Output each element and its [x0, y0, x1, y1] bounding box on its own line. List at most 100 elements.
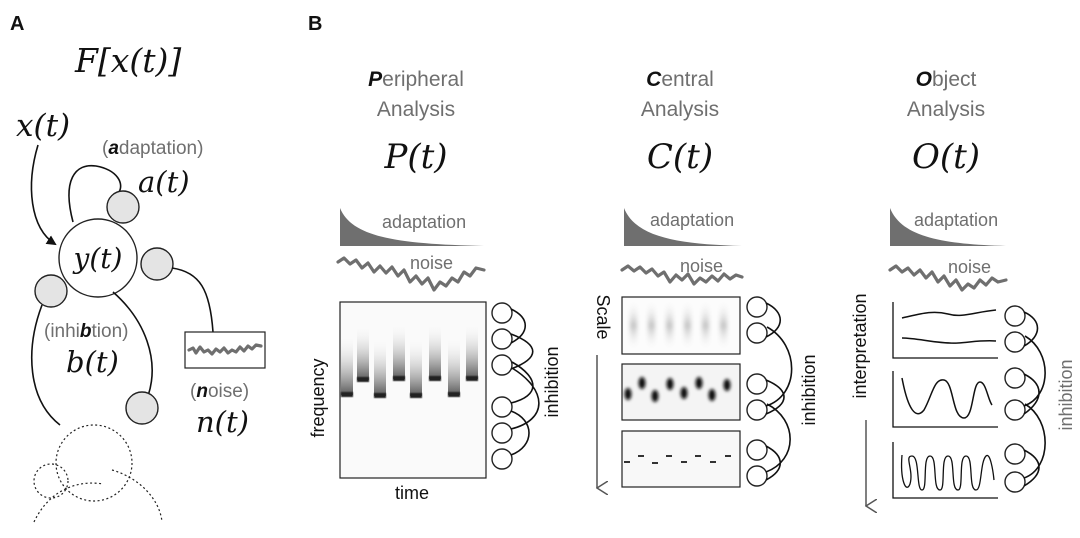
panel-a-letter: A — [10, 13, 24, 35]
inhibition-wire-left — [31, 304, 61, 426]
spectrogram-trail — [393, 323, 405, 379]
medium-blob — [638, 377, 646, 389]
coarse-stripe — [720, 300, 727, 351]
chain-node — [491, 354, 513, 376]
central-noise-label: noise — [680, 256, 723, 276]
adaptation-loop — [68, 164, 122, 223]
object-noise-label: noise — [948, 257, 991, 277]
time-axis-label: time — [395, 483, 429, 503]
medium-blob — [624, 388, 632, 400]
state-var: y(t) — [72, 242, 123, 275]
chain-node — [746, 439, 768, 461]
spectrogram-trail — [357, 325, 369, 380]
chain-node — [491, 302, 513, 324]
chain-node — [746, 399, 768, 421]
central-title-line2: Analysis — [641, 98, 719, 121]
central-adaptation-label: adaptation — [650, 210, 734, 230]
peripheral-noise-label: noise — [410, 253, 453, 273]
peripheral-var: P(t) — [383, 137, 447, 177]
central-var: C(t) — [647, 137, 713, 177]
object-plot-loops — [900, 454, 995, 491]
fine-dash — [710, 461, 716, 463]
frequency-axis-label: frequency — [308, 358, 328, 437]
neighbour-arc-left — [33, 482, 104, 523]
inhibition-var: b(t) — [66, 345, 119, 379]
column-peripheral: Peripheral Analysis P(t) adaptation nois… — [308, 68, 562, 503]
medium-blob — [708, 389, 716, 401]
chain-node — [746, 322, 768, 344]
object-inhibition-label: inhibition — [1056, 359, 1076, 430]
peripheral-inhibition-label: inhibition — [542, 346, 562, 417]
functional-label: F[x(t)] — [74, 41, 181, 80]
chain-node — [491, 422, 513, 444]
input-label: x(t) — [16, 108, 70, 144]
chain-node — [491, 396, 513, 418]
panel-a: A F[x(t)] x(t) (adaptation) a(t) y(t) (n… — [10, 13, 266, 523]
spectrogram-trail — [429, 323, 441, 379]
peripheral-noise-trace — [336, 256, 486, 292]
peripheral-inhibition-chain — [491, 302, 540, 470]
fine-dash — [638, 455, 644, 457]
coarse-stripe — [666, 300, 673, 351]
spectrogram-mark — [393, 376, 405, 381]
peripheral-adaptation-label: adaptation — [382, 212, 466, 232]
coarse-stripes — [630, 300, 727, 351]
fine-dash — [666, 455, 672, 457]
coarse-stripe — [630, 300, 637, 351]
spectrogram-marks — [341, 323, 478, 398]
scale-label: Scale — [593, 294, 613, 339]
chain-node — [746, 465, 768, 487]
medium-blobs — [624, 377, 731, 402]
chain-node — [1004, 399, 1026, 421]
central-inhibition-chain — [746, 296, 793, 487]
central-noise-trace — [620, 264, 744, 286]
chain-node — [1004, 331, 1026, 353]
medium-blob — [666, 378, 674, 390]
chain-node — [1004, 367, 1026, 389]
state-unit — [58, 218, 138, 298]
spectrogram-mark — [410, 393, 422, 398]
chain-node — [491, 328, 513, 350]
fine-dash — [725, 455, 731, 457]
input-arrow — [30, 144, 57, 246]
spectrogram-trail — [448, 337, 460, 395]
fine-dash — [681, 461, 687, 463]
central-inhibition-label: inhibition — [799, 354, 819, 425]
object-plot-axes-2 — [892, 371, 998, 428]
adaptation-var: a(t) — [138, 165, 190, 199]
spectrogram-mark — [466, 376, 478, 381]
panel-b-letter: B — [308, 13, 322, 35]
coarse-stripe — [648, 300, 655, 351]
neighbour-unit — [55, 424, 133, 502]
adaptation-word: (adaptation) — [102, 138, 203, 159]
fine-dash — [624, 461, 630, 463]
neighbour-arc-right — [111, 469, 163, 523]
chain-node — [746, 296, 768, 318]
chain-node — [491, 448, 513, 470]
coarse-stripe — [702, 300, 709, 351]
noise-node — [140, 247, 174, 281]
noise-box — [184, 331, 266, 369]
interpretation-label: interpretation — [850, 293, 870, 398]
object-plot-wave — [901, 377, 993, 419]
chain-node — [1004, 471, 1026, 493]
spectrogram-mark — [374, 393, 386, 398]
object-plot-line-1b — [901, 337, 997, 344]
fine-dashes — [624, 455, 731, 464]
spectrogram-trail — [410, 338, 422, 396]
spectrogram-trail — [341, 335, 353, 395]
medium-blob — [680, 387, 688, 399]
central-title-line1: Central — [646, 68, 714, 91]
object-inhibition-chain — [1004, 305, 1046, 493]
spectrogram-mark — [448, 392, 460, 397]
spectrogram-mark — [357, 377, 369, 382]
fine-dash — [652, 462, 658, 464]
inhibition-node-bottom — [125, 391, 159, 425]
peripheral-title-line1: Peripheral — [368, 68, 464, 91]
scale-image-fine — [621, 430, 741, 488]
noise-trace — [187, 343, 263, 356]
coarse-stripe — [684, 300, 691, 351]
medium-blob — [695, 377, 703, 389]
inhibition-node-top — [34, 274, 68, 308]
